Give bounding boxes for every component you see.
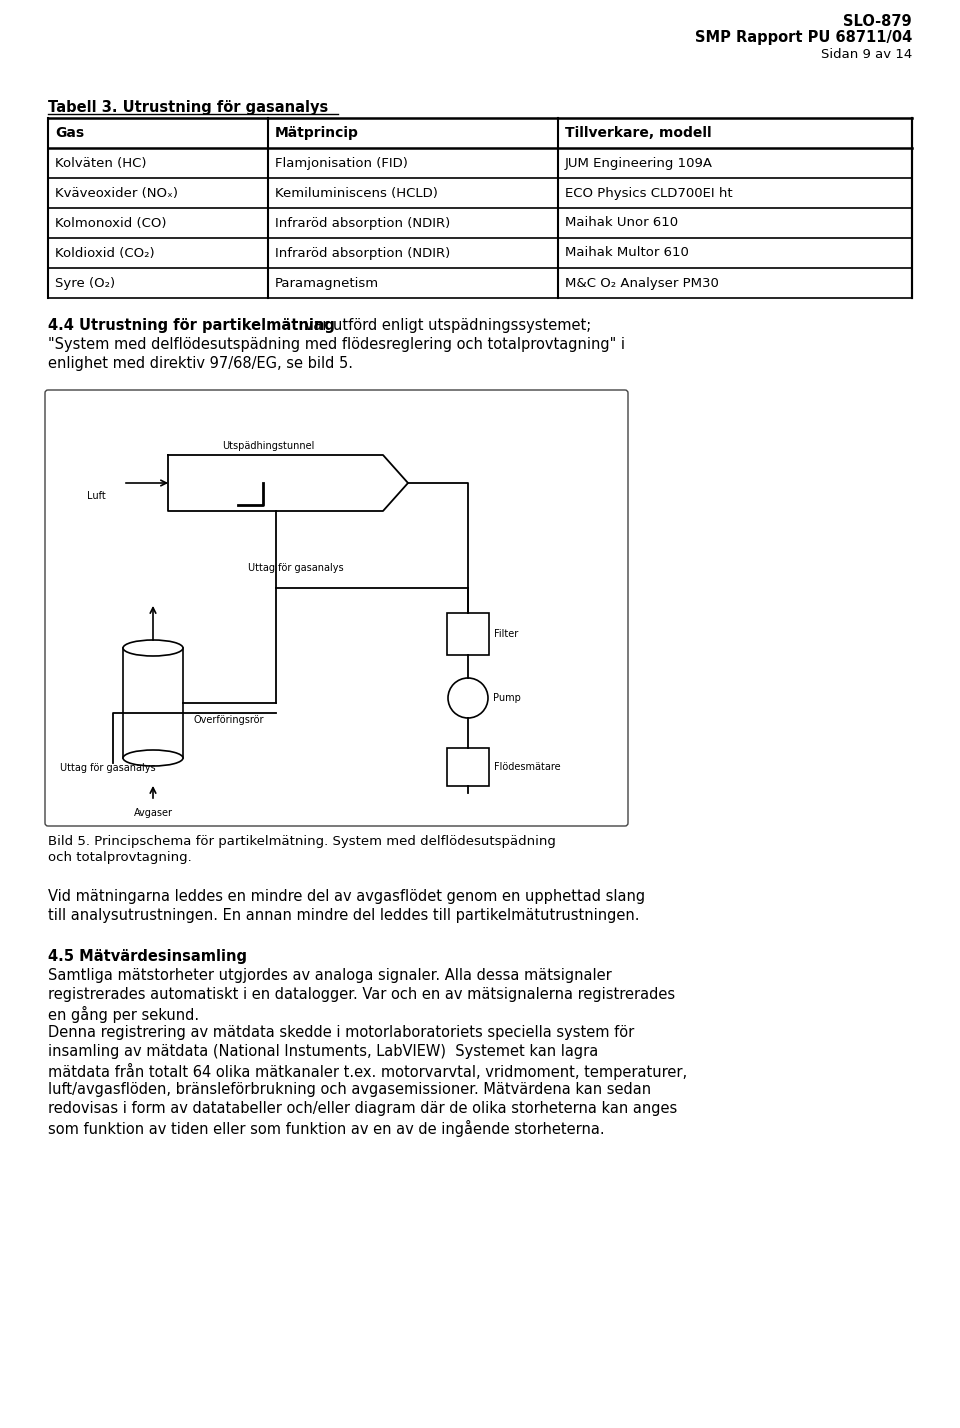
- Ellipse shape: [123, 750, 183, 765]
- Text: Flamjonisation (FID): Flamjonisation (FID): [275, 157, 408, 170]
- Text: Flödesmätare: Flödesmätare: [494, 763, 561, 773]
- Text: Infraröd absorption (NDIR): Infraröd absorption (NDIR): [275, 217, 450, 230]
- Ellipse shape: [123, 640, 183, 655]
- Text: Kväveoxider (NOₓ): Kväveoxider (NOₓ): [55, 187, 178, 200]
- Text: Gas: Gas: [55, 126, 84, 140]
- Text: ECO Physics CLD700EI ht: ECO Physics CLD700EI ht: [565, 187, 732, 200]
- Text: Kolmonoxid (CO): Kolmonoxid (CO): [55, 217, 166, 230]
- Text: Mätprincip: Mätprincip: [275, 126, 359, 140]
- Text: Uttag för gasanalys: Uttag för gasanalys: [60, 763, 156, 773]
- Text: 4.5 Mätvärdesinsamling: 4.5 Mätvärdesinsamling: [48, 950, 247, 964]
- Text: Infraröd absorption (NDIR): Infraröd absorption (NDIR): [275, 247, 450, 260]
- Text: redovisas i form av datatabeller och/eller diagram där de olika storheterna kan : redovisas i form av datatabeller och/ell…: [48, 1101, 677, 1117]
- Text: Maihak Unor 610: Maihak Unor 610: [565, 217, 678, 230]
- Text: 4.4 Utrustning för partikelmätning: 4.4 Utrustning för partikelmätning: [48, 318, 335, 333]
- Text: Sidan 9 av 14: Sidan 9 av 14: [821, 49, 912, 61]
- Text: mätdata från totalt 64 olika mätkanaler t.ex. motorvarvtal, vridmoment, temperat: mätdata från totalt 64 olika mätkanaler …: [48, 1062, 687, 1080]
- Text: som funktion av tiden eller som funktion av en av de ingående storheterna.: som funktion av tiden eller som funktion…: [48, 1120, 605, 1137]
- Bar: [447, 613, 489, 655]
- Text: Tillverkare, modell: Tillverkare, modell: [565, 126, 711, 140]
- Text: SMP Rapport PU 68711/04: SMP Rapport PU 68711/04: [695, 30, 912, 46]
- Text: SLO-879: SLO-879: [844, 14, 912, 29]
- Text: JUM Engineering 109A: JUM Engineering 109A: [565, 157, 713, 170]
- Text: Samtliga mätstorheter utgjordes av analoga signaler. Alla dessa mätsignaler: Samtliga mätstorheter utgjordes av analo…: [48, 968, 612, 982]
- Text: Kolväten (HC): Kolväten (HC): [55, 157, 147, 170]
- Text: luft/avgasflöden, bränsleförbrukning och avgasemissioner. Mätvärdena kan sedan: luft/avgasflöden, bränsleförbrukning och…: [48, 1082, 651, 1097]
- Circle shape: [448, 678, 488, 718]
- Text: Utspädhingstunnel: Utspädhingstunnel: [222, 441, 314, 451]
- Bar: [123, 648, 183, 758]
- Text: och totalprovtagning.: och totalprovtagning.: [48, 851, 192, 864]
- Text: till analysutrustningen. En annan mindre del leddes till partikelmätutrustningen: till analysutrustningen. En annan mindre…: [48, 908, 639, 922]
- Text: Avgaser: Avgaser: [133, 808, 173, 818]
- Text: registrerades automatiskt i en datalogger. Var och en av mätsignalerna registrer: registrerades automatiskt i en datalogge…: [48, 987, 675, 1002]
- Text: Luft: Luft: [86, 491, 106, 501]
- Text: enlighet med direktiv 97/68/EG, se bild 5.: enlighet med direktiv 97/68/EG, se bild …: [48, 356, 353, 371]
- Text: Maihak Multor 610: Maihak Multor 610: [565, 247, 689, 260]
- Text: en gång per sekund.: en gång per sekund.: [48, 1005, 199, 1022]
- Text: Uttag för gasanalys: Uttag för gasanalys: [249, 563, 344, 573]
- FancyBboxPatch shape: [45, 390, 628, 825]
- Text: Denna registrering av mätdata skedde i motorlaboratoriets speciella system för: Denna registrering av mätdata skedde i m…: [48, 1025, 635, 1040]
- Text: Bild 5. Principschema för partikelmätning. System med delflödesutspädning: Bild 5. Principschema för partikelmätnin…: [48, 835, 556, 848]
- Text: Syre (O₂): Syre (O₂): [55, 277, 115, 290]
- Text: Kemiluminiscens (HCLD): Kemiluminiscens (HCLD): [275, 187, 438, 200]
- Bar: [447, 748, 489, 785]
- Text: Tabell 3. Utrustning för gasanalys: Tabell 3. Utrustning för gasanalys: [48, 100, 328, 116]
- Text: insamling av mätdata (National Instuments, LabVIEW)  Systemet kan lagra: insamling av mätdata (National Instument…: [48, 1044, 598, 1060]
- Text: Pump: Pump: [493, 693, 521, 703]
- Text: Filter: Filter: [494, 628, 518, 638]
- Text: var utförd enligt utspädningssystemet;: var utförd enligt utspädningssystemet;: [300, 318, 591, 333]
- Text: "System med delflödesutspädning med flödesreglering och totalprovtagning" i: "System med delflödesutspädning med flö…: [48, 337, 625, 353]
- Text: Paramagnetism: Paramagnetism: [275, 277, 379, 290]
- Text: Koldioxid (CO₂): Koldioxid (CO₂): [55, 247, 155, 260]
- Text: M&C O₂ Analyser PM30: M&C O₂ Analyser PM30: [565, 277, 719, 290]
- Text: Överföringsrör: Överföringsrör: [193, 713, 263, 725]
- Text: Vid mätningarna leddes en mindre del av avgasflödet genom en upphettad slang: Vid mätningarna leddes en mindre del av …: [48, 890, 645, 904]
